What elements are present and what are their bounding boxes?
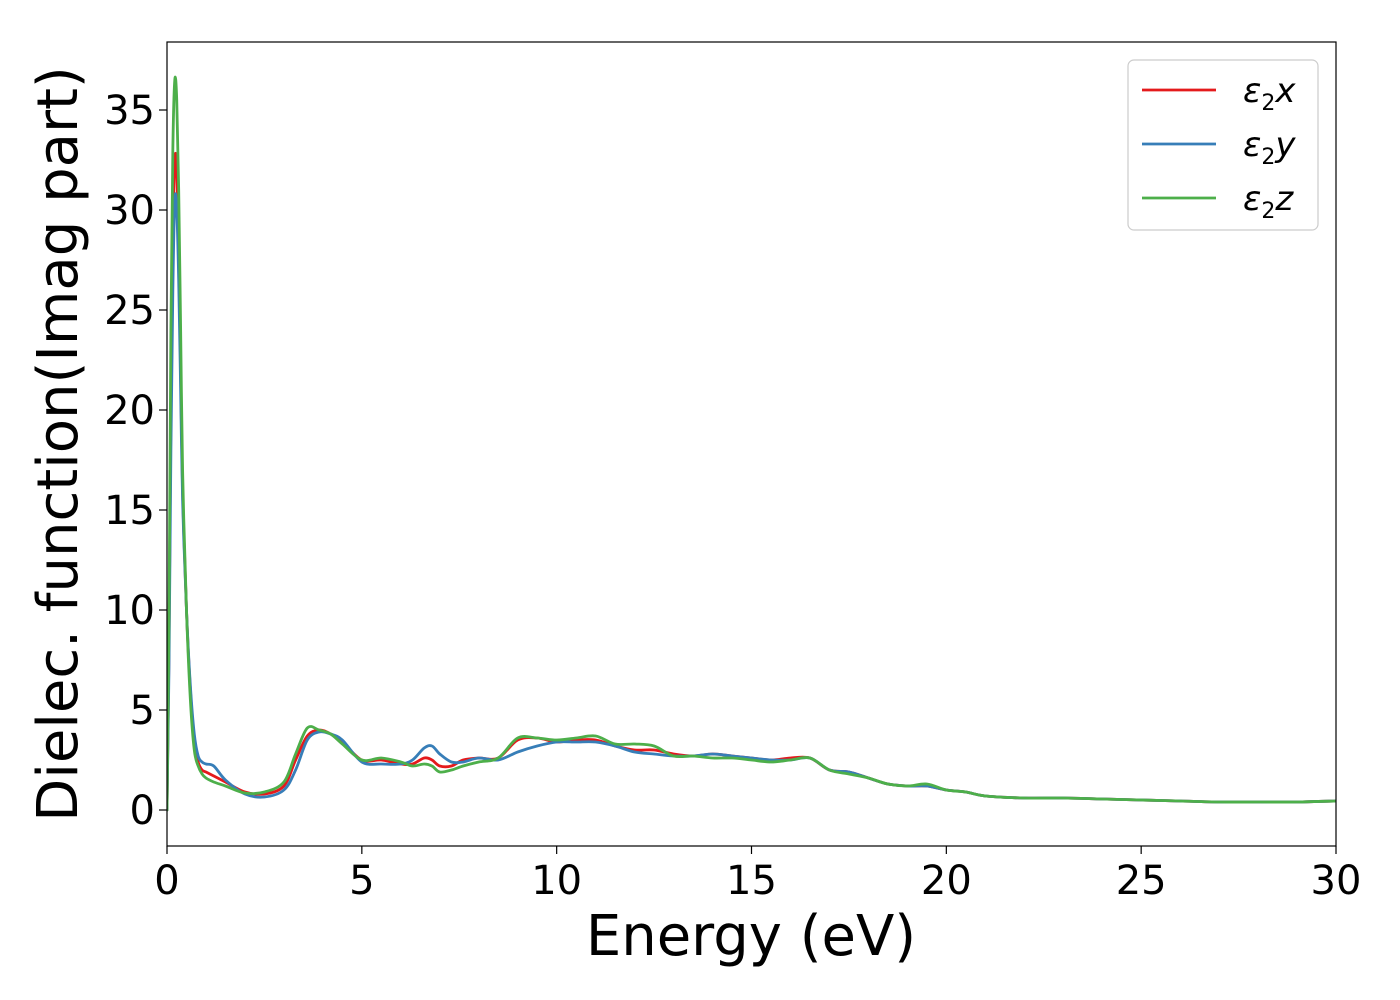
x-tick-label: 10 (531, 858, 582, 904)
legend-label-z: ε2z (1243, 179, 1294, 224)
y-tick-label: 15 (104, 488, 155, 534)
y-tick-label: 5 (130, 688, 155, 734)
x-axis-ticks: 0 5 10 15 20 25 30 (154, 846, 1361, 904)
legend-box (1127, 59, 1319, 231)
x-tick-label: 25 (1116, 858, 1167, 904)
y-tick-label: 35 (104, 88, 155, 134)
y-tick-label: 10 (104, 588, 155, 634)
y-tick-label: 25 (104, 288, 155, 334)
series-line-z (167, 75, 1336, 812)
x-tick-label: 15 (726, 858, 777, 904)
x-tick-label: 30 (1311, 858, 1362, 904)
x-tick-label: 0 (154, 858, 179, 904)
x-tick-label: 20 (921, 858, 972, 904)
y-tick-label: 30 (104, 188, 155, 234)
series-line-x (167, 151, 1336, 812)
legend-items: ε2x ε2y ε2z (1142, 71, 1296, 224)
y-axis-ticks: 0 5 10 15 20 25 30 35 (104, 88, 167, 834)
series-line-y (167, 192, 1336, 812)
x-tick-label: 5 (349, 858, 374, 904)
legend: ε2x ε2y ε2z (1127, 59, 1319, 231)
legend-label-y: ε2y (1243, 125, 1296, 170)
series-lines (167, 75, 1336, 812)
legend-label-x: ε2x (1243, 71, 1296, 116)
y-tick-label: 0 (130, 788, 155, 834)
x-axis-title: Energy (eV) (586, 904, 916, 969)
y-tick-label: 20 (104, 388, 155, 434)
y-axis-title: Dielec. function(Imag part) (26, 66, 91, 822)
